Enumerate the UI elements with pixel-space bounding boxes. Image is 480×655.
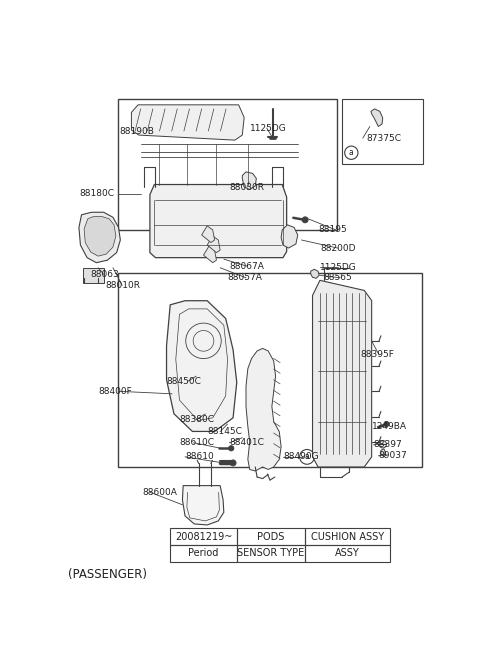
Bar <box>305 545 390 562</box>
Text: 88395F: 88395F <box>360 350 395 360</box>
Text: a: a <box>349 148 354 157</box>
Text: 88610C: 88610C <box>180 438 215 447</box>
Text: 1125DG: 1125DG <box>250 124 287 132</box>
PathPatch shape <box>242 172 256 189</box>
Text: 88030R: 88030R <box>229 183 264 191</box>
Text: 88397: 88397 <box>373 440 402 449</box>
Text: SENSOR TYPE: SENSOR TYPE <box>237 548 305 559</box>
Text: 20081219~: 20081219~ <box>175 532 232 542</box>
Circle shape <box>384 422 389 426</box>
Text: 88195: 88195 <box>318 225 347 234</box>
Text: ASSY: ASSY <box>335 548 360 559</box>
Bar <box>84 268 104 283</box>
PathPatch shape <box>182 485 224 525</box>
Circle shape <box>379 441 386 448</box>
Text: 88610: 88610 <box>185 453 214 461</box>
Bar <box>170 529 237 545</box>
PathPatch shape <box>281 225 298 248</box>
Bar <box>170 545 237 562</box>
Text: 88450C: 88450C <box>167 377 202 386</box>
Text: PODS: PODS <box>257 532 285 542</box>
Text: (PASSENGER): (PASSENGER) <box>68 568 147 581</box>
PathPatch shape <box>246 348 281 471</box>
Text: 88063: 88063 <box>91 270 120 279</box>
Text: 89037: 89037 <box>378 451 407 460</box>
Text: 88067A: 88067A <box>229 262 264 271</box>
Bar <box>119 272 421 467</box>
PathPatch shape <box>371 109 383 126</box>
Bar <box>342 99 423 164</box>
Text: 88490G: 88490G <box>283 453 319 461</box>
Text: 87375C: 87375C <box>367 134 401 143</box>
PathPatch shape <box>381 449 386 457</box>
PathPatch shape <box>204 246 216 263</box>
Circle shape <box>345 146 358 159</box>
PathPatch shape <box>84 216 116 256</box>
PathPatch shape <box>150 185 287 257</box>
Text: 88565: 88565 <box>324 273 352 282</box>
Text: 88180C: 88180C <box>79 189 114 198</box>
PathPatch shape <box>312 280 372 467</box>
Text: 1249BA: 1249BA <box>372 422 407 431</box>
Circle shape <box>300 449 314 464</box>
Circle shape <box>230 460 236 466</box>
Text: CUSHION ASSY: CUSHION ASSY <box>311 532 384 542</box>
Text: 88145C: 88145C <box>207 427 242 436</box>
Text: Period: Period <box>188 548 219 559</box>
Text: 88200D: 88200D <box>320 244 355 253</box>
PathPatch shape <box>207 236 220 253</box>
PathPatch shape <box>311 269 319 278</box>
Text: 88010R: 88010R <box>106 281 141 290</box>
Text: 1125DG: 1125DG <box>320 263 357 272</box>
Bar <box>119 99 336 230</box>
Text: 88401C: 88401C <box>229 438 264 447</box>
PathPatch shape <box>167 301 237 432</box>
Circle shape <box>228 445 234 451</box>
Text: a: a <box>305 453 309 461</box>
Text: 88600A: 88600A <box>143 488 178 496</box>
Bar <box>237 529 305 545</box>
Bar <box>305 529 390 545</box>
Text: 88190B: 88190B <box>120 127 155 136</box>
Circle shape <box>302 217 308 223</box>
PathPatch shape <box>79 212 120 263</box>
Text: 88057A: 88057A <box>228 273 263 282</box>
Text: 88400F: 88400F <box>98 387 132 396</box>
Text: 88380C: 88380C <box>180 415 215 424</box>
PathPatch shape <box>132 105 244 140</box>
Bar <box>237 545 305 562</box>
PathPatch shape <box>202 226 215 242</box>
